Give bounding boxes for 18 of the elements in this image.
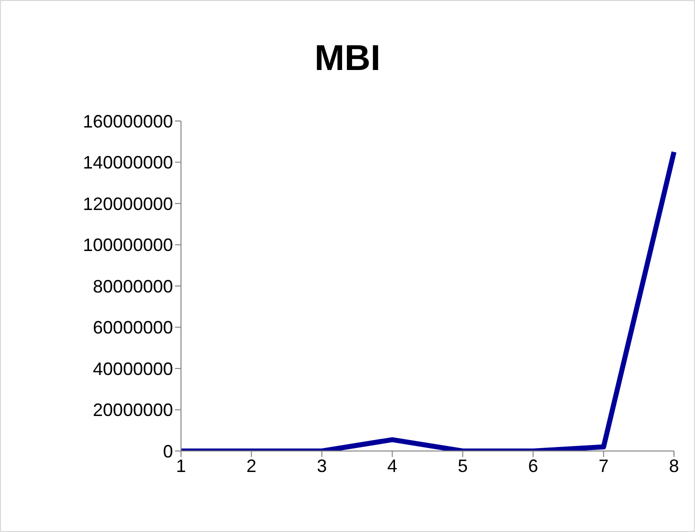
y-tick-label: 40000000 [92, 358, 173, 379]
x-tick-label: 6 [528, 456, 538, 476]
y-tick-label: 0 [162, 441, 173, 462]
y-tick-label: 60000000 [92, 318, 173, 338]
chart-title: MBI [314, 37, 382, 79]
y-tick-label: 100000000 [82, 235, 173, 256]
x-tick-label: 8 [668, 456, 680, 476]
x-tick-label: 4 [387, 456, 398, 476]
y-tick-label: 140000000 [82, 152, 173, 173]
y-tick-label: 160000000 [82, 111, 173, 132]
y-tick-label: 20000000 [92, 400, 173, 420]
x-tick-label: 3 [316, 456, 327, 476]
y-tick-label: 120000000 [82, 194, 173, 214]
x-tick-label: 2 [246, 456, 256, 476]
x-tick-label: 5 [458, 456, 468, 476]
x-tick-label: 1 [176, 456, 186, 476]
y-tick-label: 80000000 [92, 276, 173, 296]
x-tick-label: 7 [598, 456, 609, 476]
